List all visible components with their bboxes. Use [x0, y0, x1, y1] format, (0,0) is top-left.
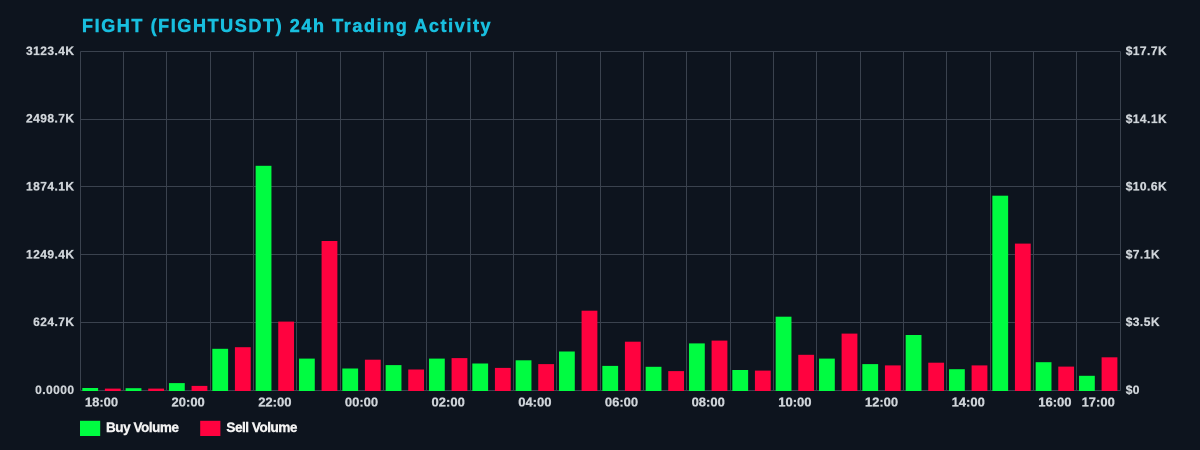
svg-text:$17.7K: $17.7K	[1126, 44, 1167, 58]
svg-text:Buy Volume: Buy Volume	[106, 420, 179, 435]
svg-text:$3.5K: $3.5K	[1126, 315, 1160, 329]
svg-text:$10.6K: $10.6K	[1126, 180, 1167, 194]
svg-text:2498.7K: 2498.7K	[26, 112, 75, 126]
svg-text:16:00: 16:00	[1038, 394, 1071, 409]
svg-text:10:00: 10:00	[778, 394, 811, 409]
svg-text:FIGHT (FIGHTUSDT) 24h Trading: FIGHT (FIGHTUSDT) 24h Trading Activity	[82, 16, 492, 36]
svg-text:$14.1K: $14.1K	[1126, 112, 1167, 126]
svg-text:624.7K: 624.7K	[33, 315, 74, 329]
svg-text:1874.1K: 1874.1K	[26, 180, 75, 194]
svg-text:$7.1K: $7.1K	[1126, 247, 1160, 261]
svg-text:00:00: 00:00	[345, 394, 378, 409]
svg-text:04:00: 04:00	[518, 394, 551, 409]
svg-text:18:00: 18:00	[85, 394, 118, 409]
svg-text:14:00: 14:00	[952, 394, 985, 409]
svg-text:02:00: 02:00	[432, 394, 465, 409]
svg-text:17:00: 17:00	[1082, 394, 1115, 409]
svg-text:22:00: 22:00	[258, 394, 291, 409]
svg-text:06:00: 06:00	[605, 394, 638, 409]
svg-text:Sell Volume: Sell Volume	[226, 420, 298, 435]
svg-text:08:00: 08:00	[692, 394, 725, 409]
svg-text:1249.4K: 1249.4K	[26, 247, 75, 261]
svg-text:0.0000: 0.0000	[35, 383, 74, 397]
svg-text:20:00: 20:00	[172, 394, 205, 409]
svg-text:12:00: 12:00	[865, 394, 898, 409]
svg-text:$0: $0	[1126, 383, 1140, 397]
svg-text:3123.4K: 3123.4K	[26, 44, 75, 58]
